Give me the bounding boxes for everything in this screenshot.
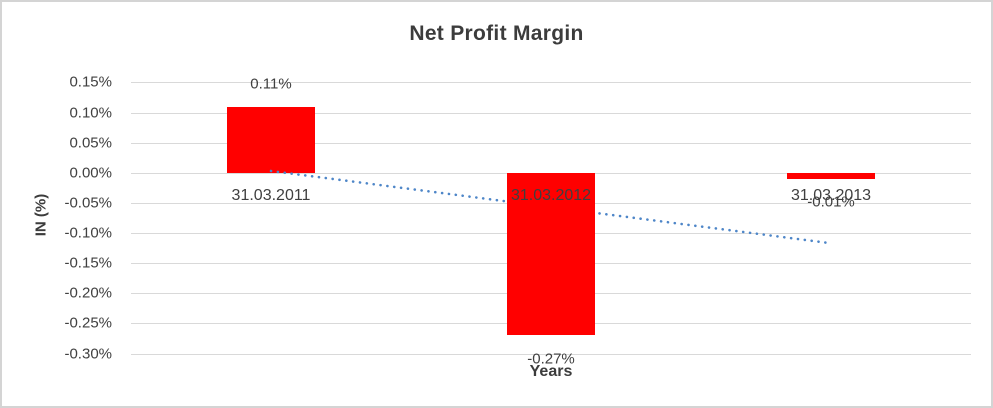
gridline [131,82,971,84]
gridline [131,142,971,144]
y-axis-tick-label: 0.15% [69,73,112,91]
y-axis-tick-label: -0.05% [64,194,112,212]
bar [787,172,875,179]
gridline [131,353,971,355]
category-label: 31.03.2013 [790,186,872,204]
data-label: 0.11% [250,75,292,92]
y-axis-tick-label: -0.25% [64,314,112,332]
y-axis-tick-label: -0.30% [64,345,112,363]
category-label: 31.03.2012 [510,186,592,204]
y-axis-tick-label: 0.00% [69,164,112,182]
category-label: 31.03.2011 [231,186,311,204]
bar [227,106,315,173]
y-axis-tick-label: -0.15% [64,254,112,272]
y-axis-tick-label: -0.10% [64,224,112,242]
bar [507,172,595,336]
x-axis-title: Years [529,363,573,380]
y-axis-tick-label: -0.20% [64,284,112,302]
data-label: -0.27% [527,350,575,367]
y-axis-tick-label: 0.10% [69,104,112,122]
data-label: -0.01% [807,193,855,211]
chart-title: Net Profit Margin [409,22,584,45]
y-axis-tick-label: 0.05% [69,134,112,152]
gridline [131,112,971,114]
